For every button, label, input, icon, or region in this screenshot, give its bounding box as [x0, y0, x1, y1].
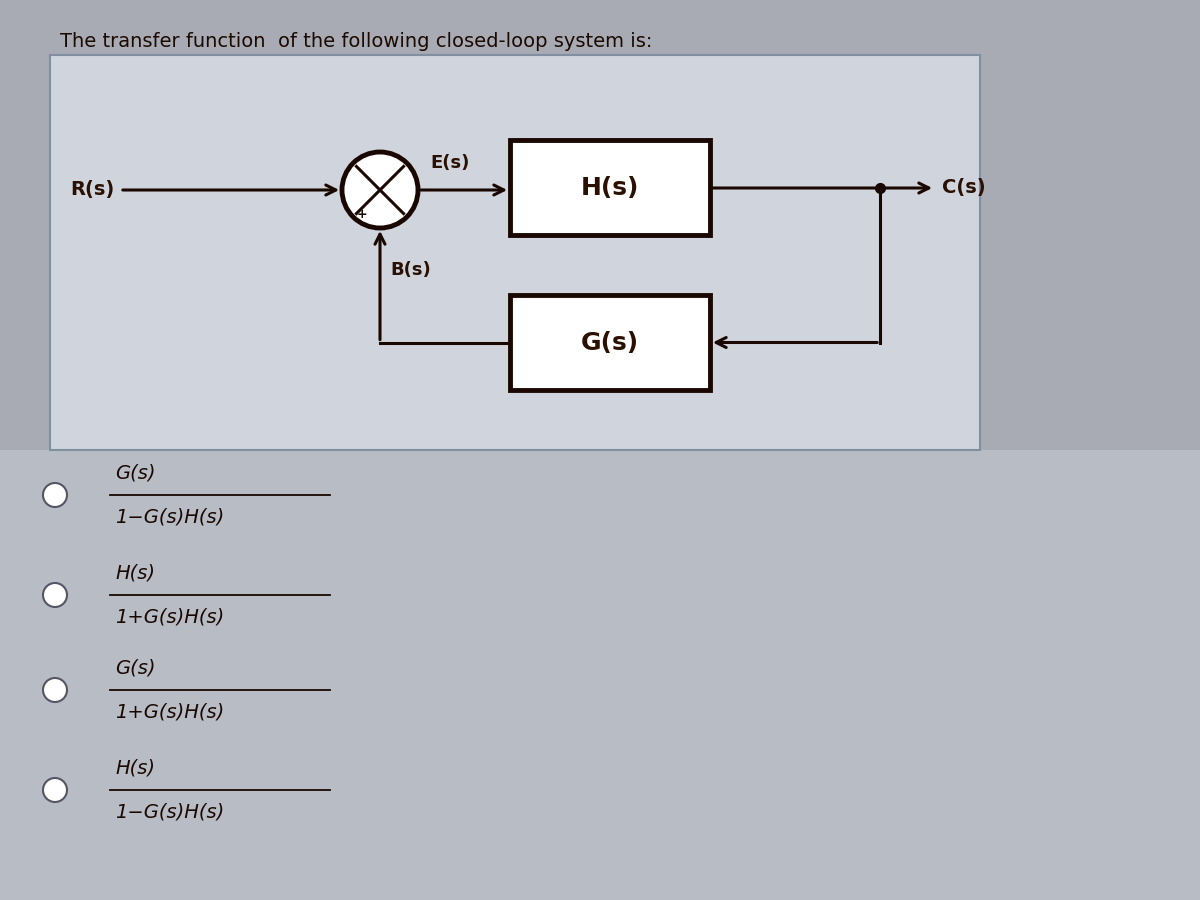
Text: C(s): C(s)	[942, 178, 985, 197]
FancyBboxPatch shape	[50, 55, 980, 450]
Text: +: +	[356, 209, 367, 221]
Text: H(s): H(s)	[581, 176, 640, 200]
Circle shape	[43, 778, 67, 802]
Text: The transfer function  of the following closed-loop system is:: The transfer function of the following c…	[60, 32, 653, 51]
Text: 1+G(s)H(s): 1+G(s)H(s)	[115, 703, 224, 722]
Circle shape	[43, 583, 67, 607]
FancyBboxPatch shape	[510, 140, 710, 235]
Text: H(s): H(s)	[115, 563, 155, 582]
Text: R(s): R(s)	[71, 181, 115, 200]
Text: B(s): B(s)	[390, 261, 431, 279]
Circle shape	[43, 678, 67, 702]
Text: H(s): H(s)	[115, 759, 155, 778]
Text: 1+G(s)H(s): 1+G(s)H(s)	[115, 608, 224, 626]
Text: E(s): E(s)	[430, 154, 469, 172]
FancyBboxPatch shape	[510, 295, 710, 390]
Text: 1−G(s)H(s): 1−G(s)H(s)	[115, 803, 224, 822]
Text: G(s): G(s)	[115, 464, 156, 482]
Circle shape	[342, 152, 418, 228]
Text: 1−G(s)H(s): 1−G(s)H(s)	[115, 508, 224, 526]
Circle shape	[43, 483, 67, 507]
FancyBboxPatch shape	[0, 450, 1200, 900]
Text: G(s): G(s)	[115, 659, 156, 678]
Text: G(s): G(s)	[581, 330, 640, 355]
